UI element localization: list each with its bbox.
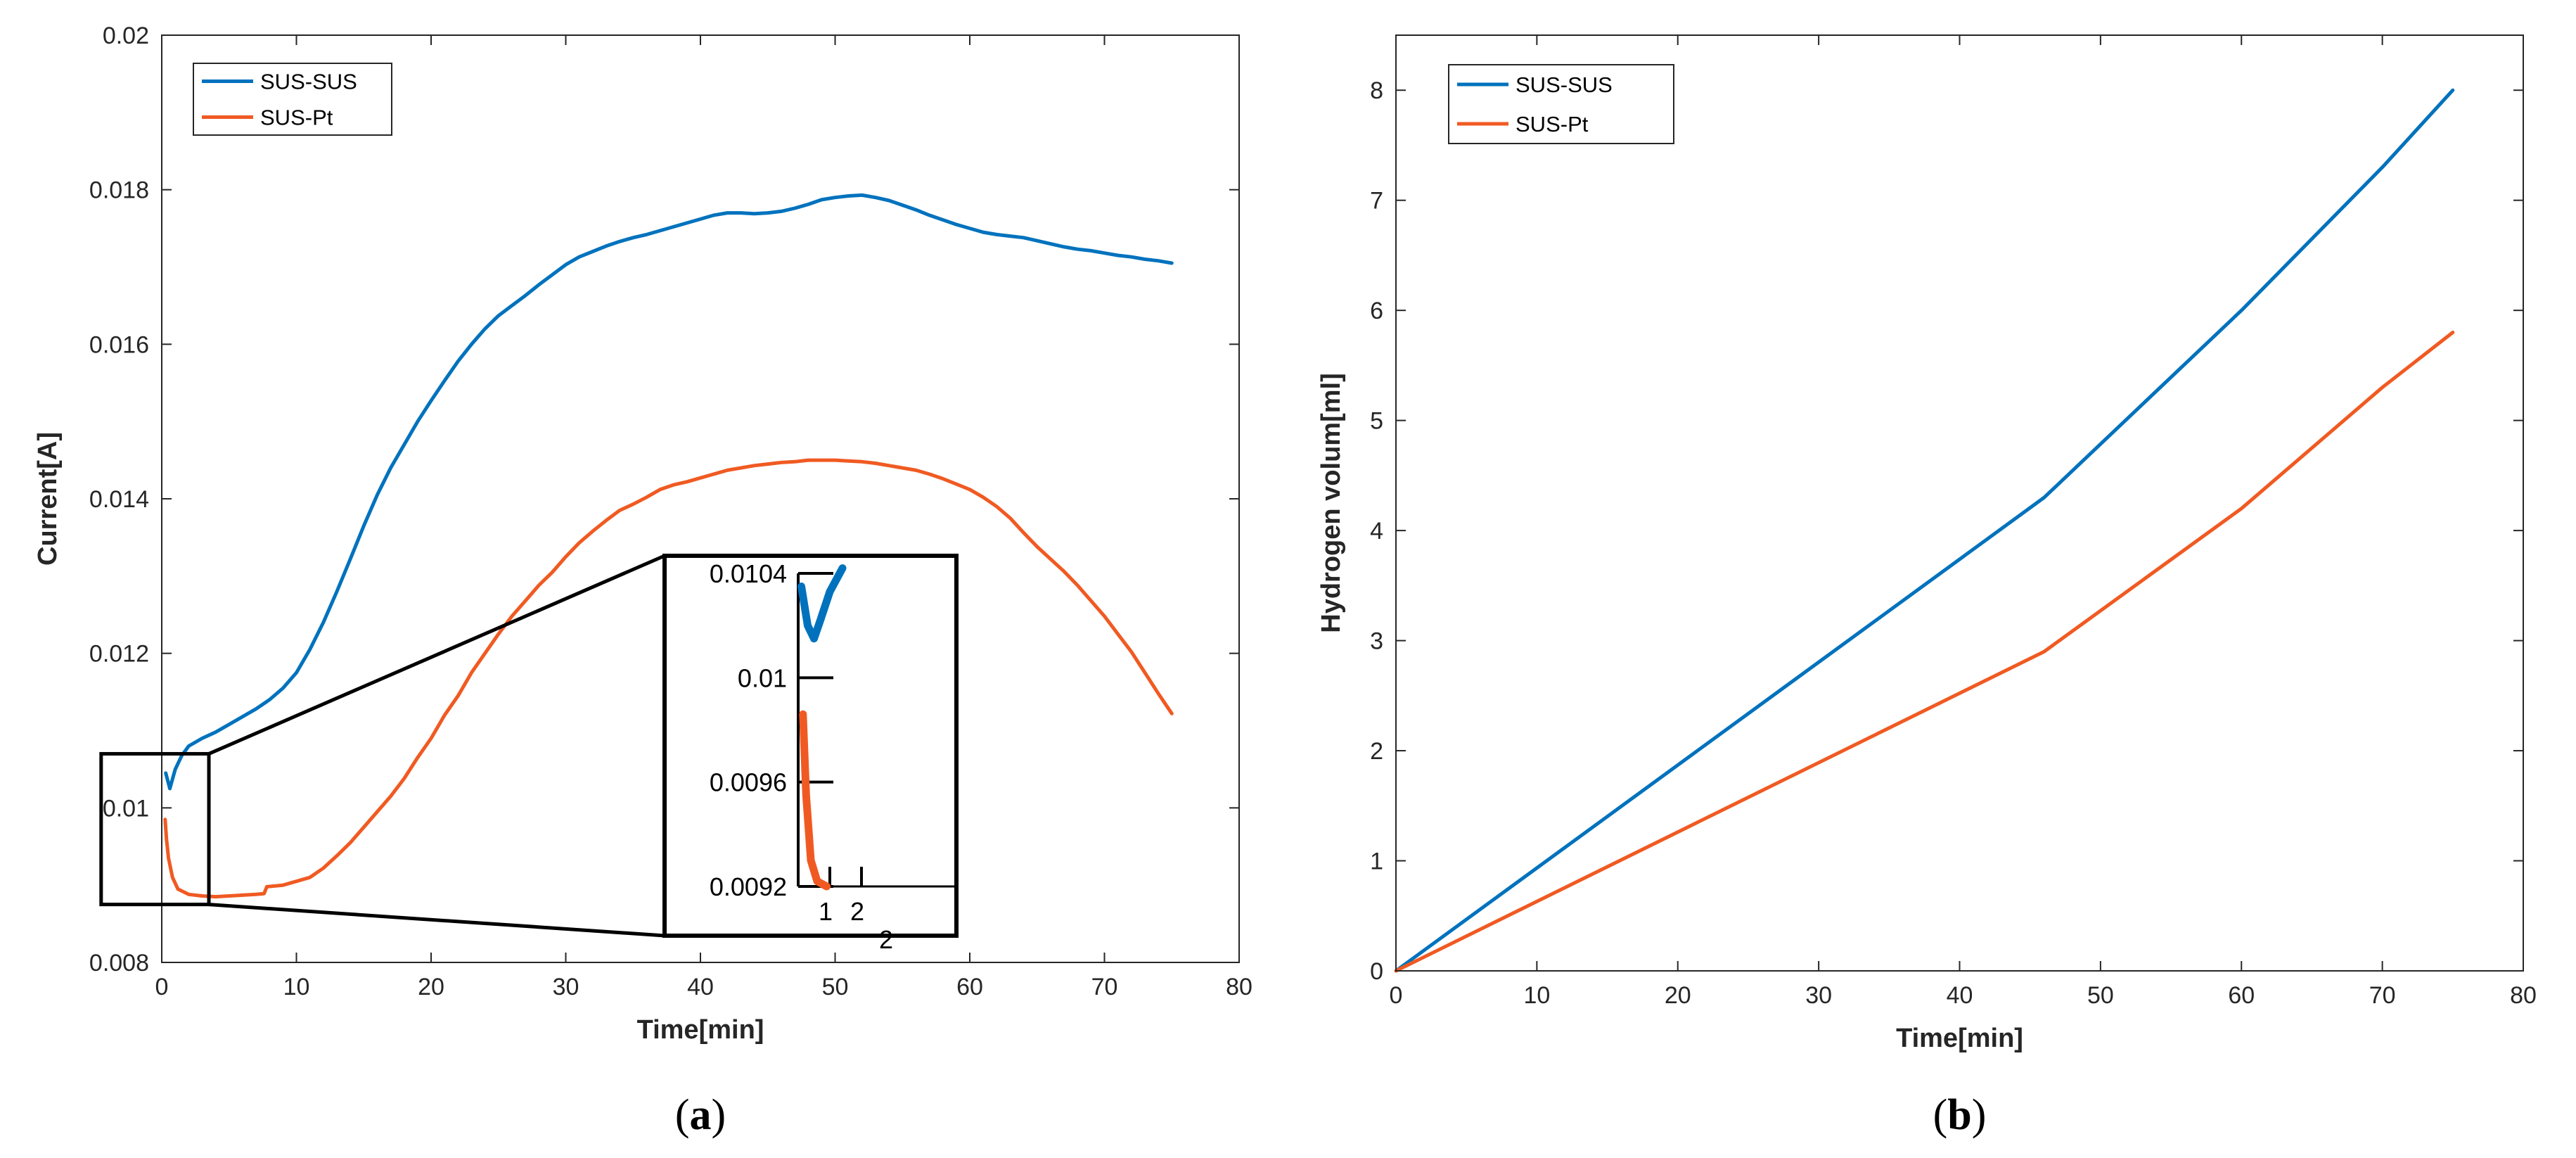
chart-b-plot-frame (1395, 34, 2524, 972)
chart-b-legend: SUS-SUS SUS-Pt (1448, 64, 1674, 144)
chart-a-y-tick-label: 0.014 (89, 486, 149, 513)
chart-b-y-tick-label: 1 (1370, 848, 1383, 875)
chart-a-x-tick-label: 50 (822, 974, 849, 1000)
chart-a-x-tick-label: 0 (155, 974, 169, 1000)
chart-b-legend-label-sus-pt: SUS-Pt (1516, 112, 1589, 136)
chart-a-y-tick-label: 0.018 (89, 177, 149, 204)
chart-a-current: 0 10 20 30 40 50 60 70 800.0080.010.0120.0140.01… (33, 23, 1252, 1139)
chart-a-inset-y-tick-label: 0.0096 (710, 768, 787, 797)
chart-a-y-tick-label: 0.016 (89, 331, 149, 358)
chart-b-line-sus-pt (1394, 331, 2455, 973)
chart-b-x-tick-label: 30 (1805, 982, 1832, 1009)
chart-a-zoom-box (99, 751, 211, 907)
chart-b-x-tick-label: 10 (1523, 982, 1550, 1009)
chart-a-series (163, 193, 1174, 899)
chart-b-y-tick-label: 7 (1370, 188, 1383, 215)
chart-a-inset-x-tick-label: 1 (819, 897, 833, 926)
chart-a-zoom-callout (99, 554, 665, 938)
chart-a-y-axis-label: Current[A] (33, 432, 63, 566)
chart-a-x-tick-label: 20 (418, 974, 444, 1000)
chart-b-x-tick-label: 50 (2087, 982, 2114, 1009)
chart-a-x-tick-label: 80 (1226, 974, 1252, 1000)
chart-a-x-tick-label: 70 (1091, 974, 1118, 1000)
chart-a-y-tick-label: 0.02 (103, 23, 149, 49)
chart-a-inset-stray-label: 2 (879, 925, 893, 954)
chart-b-x-tick-label: 0 (1390, 982, 1403, 1009)
chart-a-inset-y-tick-label: 0.01 (738, 663, 787, 692)
chart-a-x-tick-label: 40 (687, 974, 714, 1000)
chart-a-line-sus-pt (163, 458, 1174, 899)
chart-a-inset-frame (662, 554, 959, 938)
chart-b-y-axis-label: Hydrogen volum[ml] (1316, 373, 1346, 632)
chart-a-y-tick-label: 0.012 (89, 641, 149, 668)
chart-a-zoom-connector-bottom (208, 903, 665, 938)
chart-b-series (1394, 88, 2455, 973)
panel-label-a-letter: a (690, 1091, 712, 1139)
chart-b-y-tick-label: 6 (1370, 298, 1383, 324)
chart-b-x-axis-label: Time[min] (1896, 1024, 2023, 1053)
chart-b-x-tick-label: 20 (1665, 982, 1691, 1009)
chart-b-y-tick-label: 0 (1370, 958, 1383, 985)
chart-a-x-tick-label: 30 (553, 974, 579, 1000)
chart-a-inset-line-sus-pt (799, 710, 831, 891)
chart-b-y-tick-label: 5 (1370, 408, 1383, 435)
chart-b-y-tick-label: 8 (1370, 77, 1383, 104)
chart-a-x-tick-label: 60 (956, 974, 983, 1000)
chart-b-y-tick-label: 4 (1370, 518, 1383, 545)
chart-a-inset-y-tick-label: 0.0104 (710, 559, 787, 588)
chart-b-x-tick-label: 80 (2510, 982, 2537, 1009)
chart-a-legend: SUS-SUS SUS-Pt (193, 63, 392, 136)
chart-b-legend-box (1448, 64, 1674, 144)
chart-a-inset-line-sus-sus (797, 564, 847, 643)
chart-a-inset-x-tick-label: 2 (850, 897, 864, 926)
chart-a-legend-label-sus-pt: SUS-Pt (260, 106, 333, 130)
chart-a-legend-box (193, 63, 392, 136)
chart-b-x-tick-label: 60 (2228, 982, 2255, 1009)
chart-a-x-axis-label: Time[min] (637, 1015, 764, 1045)
chart-a-y-tick-label: 0.01 (103, 795, 149, 822)
panel-label-a: (a) (675, 1091, 726, 1139)
chart-a-x-tick-label: 10 (283, 974, 310, 1000)
chart-b-ticks: 0 10 20 30 40 50 60 70 80 0 1 2 3 4 5 6 7 8 (1370, 35, 2537, 1009)
chart-a-plot-frame (161, 34, 1240, 963)
panel-label-b-letter: b (1947, 1091, 1971, 1139)
chart-b-line-sus-sus (1394, 88, 2455, 973)
chart-b-hydrogen-volume: 0 10 20 30 40 50 60 70 80 0 1 2 3 4 5 6 7 8 Time[min] Hyd… (1316, 34, 2537, 1139)
chart-a-ticks: 0 10 20 30 40 50 60 70 800.0080.010.0120.0140.01… (89, 23, 1252, 1000)
chart-b-legend-label-sus-sus: SUS-SUS (1516, 72, 1613, 97)
chart-b-y-tick-label: 3 (1370, 628, 1383, 655)
chart-a-line-sus-sus (164, 193, 1174, 791)
chart-a-legend-label-sus-sus: SUS-SUS (260, 70, 357, 94)
chart-a-zoom-connector-top (208, 554, 665, 756)
chart-b-y-tick-label: 2 (1370, 738, 1383, 765)
chart-a-y-tick-label: 0.008 (89, 950, 149, 976)
chart-a-inset-y-tick-label: 0.0092 (710, 872, 787, 901)
chart-b-x-tick-label: 40 (1947, 982, 1973, 1009)
chart-b-x-tick-label: 70 (2369, 982, 2396, 1009)
panel-label-b: (b) (1933, 1091, 1987, 1139)
